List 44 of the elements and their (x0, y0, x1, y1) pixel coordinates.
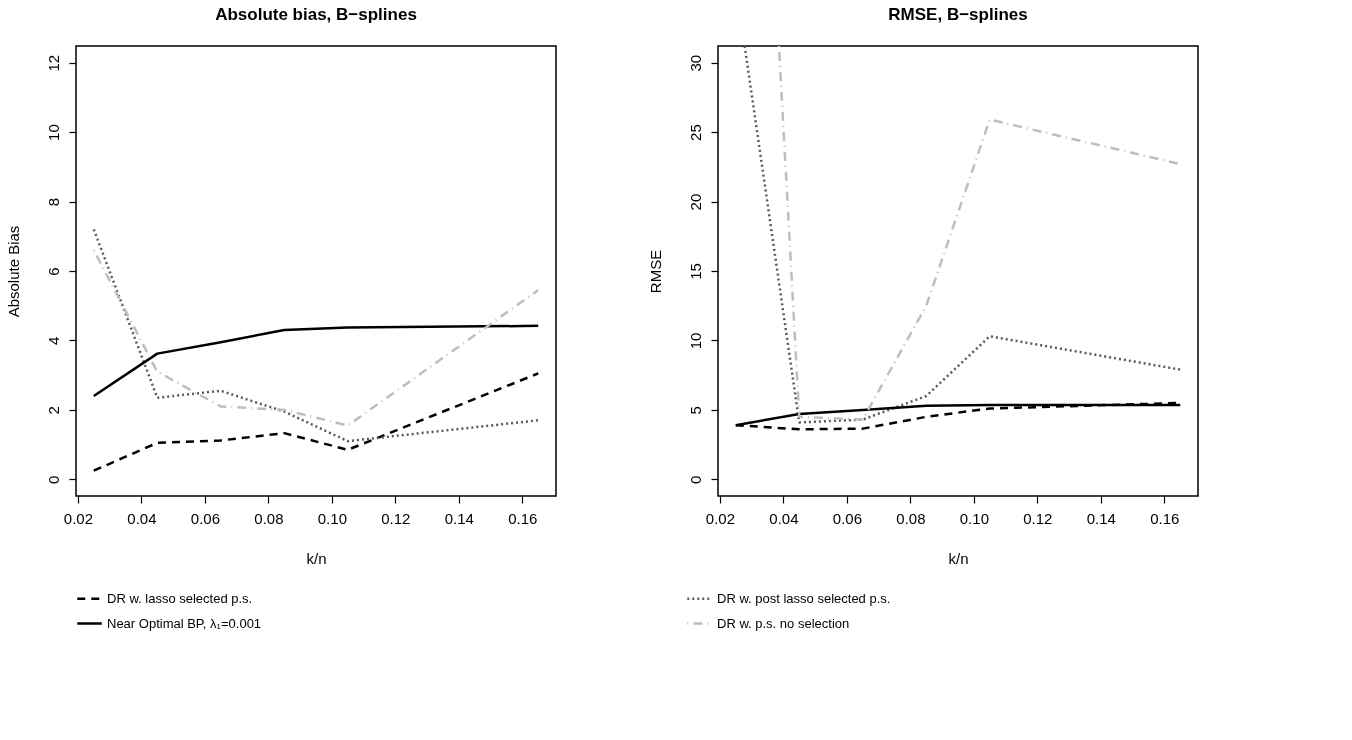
x-tick-label: 0.08 (254, 509, 284, 527)
x-tick-label: 0.08 (896, 509, 926, 527)
x-tick-label: 0.02 (63, 509, 94, 527)
x-axis-title: k/n (306, 549, 327, 567)
x-tick-label: 0.14 (444, 509, 474, 527)
y-tick-label: 15 (686, 263, 704, 280)
x-tick-label: 0.06 (190, 509, 220, 527)
x-tick-label: 0.02 (705, 509, 736, 527)
x-tick-label: 0.12 (381, 509, 411, 527)
chart-title: RMSE, B−splines (888, 5, 1028, 24)
y-tick-label: 5 (686, 406, 704, 415)
x-tick-label: 0.14 (1086, 509, 1116, 527)
x-axis-title: k/n (948, 549, 969, 567)
x-tick-label: 0.16 (508, 509, 538, 527)
chart-title: Absolute bias, B−splines (215, 5, 417, 24)
y-tick-label: 30 (686, 54, 704, 72)
y-tick-label: 0 (686, 475, 704, 485)
y-tick-label: 10 (686, 332, 704, 350)
x-tick-label: 0.04 (769, 509, 799, 527)
line-series (92, 324, 540, 398)
legend-label: Near Optimal BP, λ₁=0.001 (107, 615, 262, 631)
legend-label: DR w. lasso selected p.s. (107, 590, 253, 606)
y-tick-label: 20 (686, 193, 704, 211)
x-tick-label: 0.10 (317, 509, 347, 527)
y-tick-label: 25 (686, 124, 704, 141)
x-tick-label: 0.12 (1023, 509, 1053, 527)
x-tick-label: 0.10 (959, 509, 989, 527)
legend-label: DR w. p.s. no selection (717, 615, 850, 631)
line-series (92, 372, 540, 472)
y-tick-label: 8 (44, 197, 62, 207)
y-tick-label: 12 (44, 54, 62, 72)
y-axis-title: RMSE (646, 249, 664, 294)
y-tick-label: 0 (44, 475, 62, 485)
y-axis-title: Absolute Bias (4, 225, 22, 318)
y-tick-label: 10 (44, 124, 62, 141)
y-tick-label: 4 (44, 336, 62, 346)
y-tick-label: 6 (44, 267, 62, 276)
line-series (92, 228, 540, 443)
legend-label: DR w. post lasso selected p.s. (717, 590, 891, 606)
line-series (92, 248, 540, 427)
x-tick-label: 0.16 (1150, 509, 1180, 527)
y-tick-label: 2 (44, 406, 62, 415)
x-tick-label: 0.04 (127, 509, 157, 527)
x-tick-label: 0.06 (832, 509, 862, 527)
